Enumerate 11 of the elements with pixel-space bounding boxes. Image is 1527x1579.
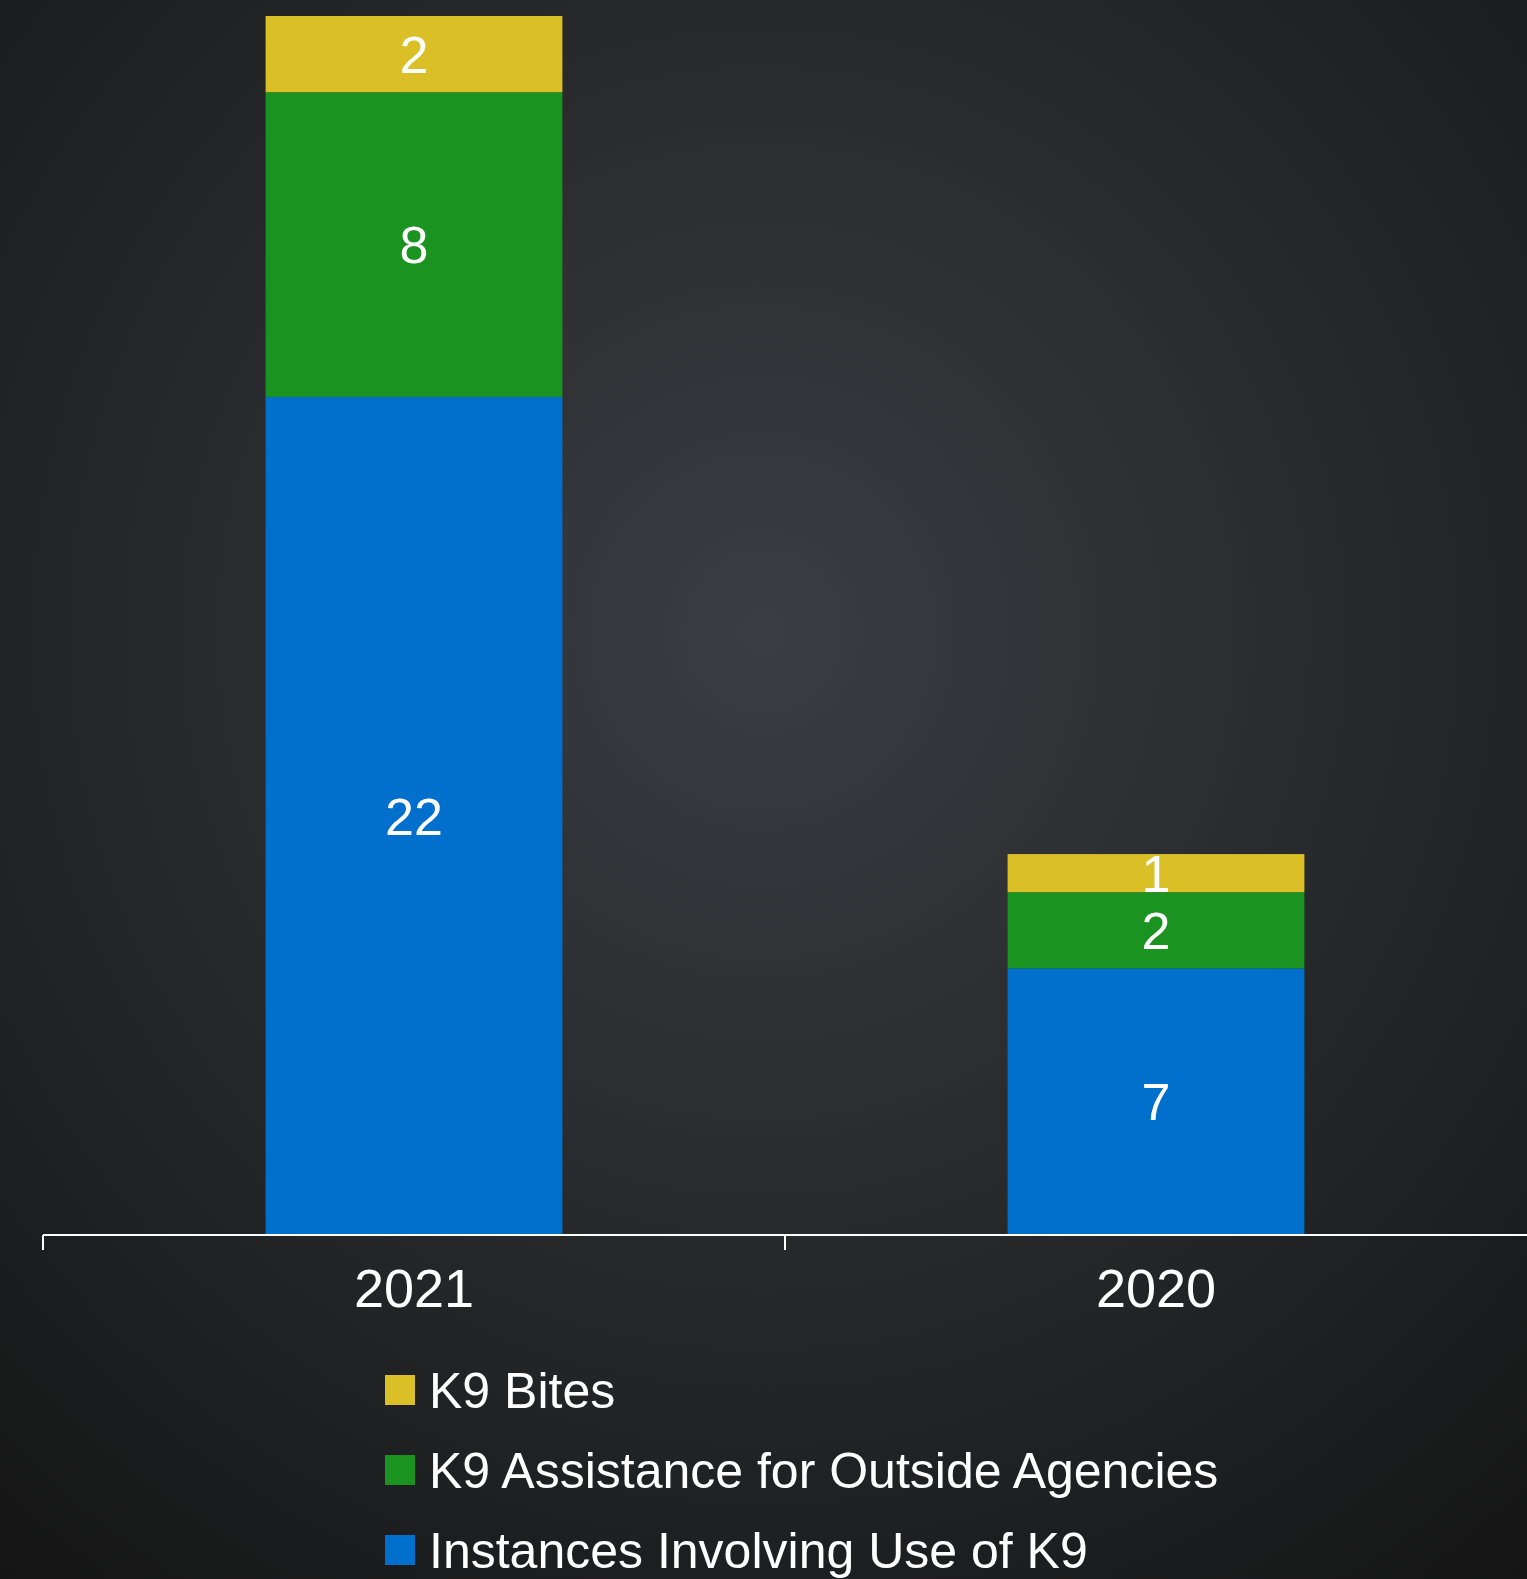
- data-label: 2: [1141, 901, 1171, 960]
- legend-label: K9 Bites: [429, 1363, 616, 1419]
- data-label: 7: [1141, 1073, 1171, 1132]
- x-tick-label: 2021: [353, 1258, 475, 1318]
- data-label: 2: [399, 25, 429, 84]
- x-tick-label: 2020: [1095, 1258, 1217, 1318]
- data-label: 8: [399, 216, 429, 275]
- data-label: 1: [1141, 844, 1171, 903]
- legend-label: Instances Involving Use of K9: [429, 1523, 1088, 1579]
- data-label: 22: [385, 787, 443, 846]
- legend-label: K9 Assistance for Outside Agencies: [429, 1443, 1219, 1499]
